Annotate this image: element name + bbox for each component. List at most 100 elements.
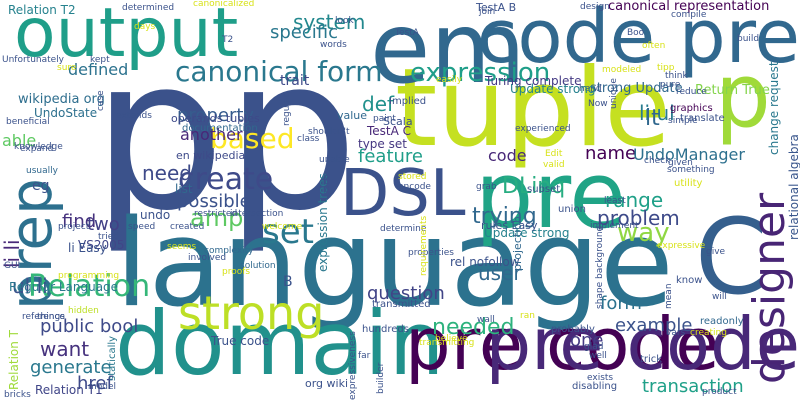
word: unique: [609, 78, 619, 109]
word: properties: [408, 248, 454, 258]
word: create: [178, 162, 274, 197]
word: output: [14, 0, 239, 73]
word: specific: [270, 22, 339, 43]
word: expressive: [657, 241, 706, 251]
word: property: [177, 105, 255, 126]
word: DLinq: [502, 174, 566, 199]
word: often: [642, 41, 666, 51]
word: speed: [128, 222, 156, 232]
word: transmitting: [419, 338, 475, 348]
word: created: [170, 222, 205, 232]
word: Turing complete: [485, 74, 582, 88]
word: wikipedia org: [18, 92, 105, 107]
word: modeled: [602, 65, 642, 75]
word: org wiki: [305, 377, 349, 390]
word: TestA: [395, 28, 419, 38]
word: Edit: [545, 149, 563, 159]
word: programming: [58, 271, 120, 281]
word: pre: [475, 142, 626, 249]
word: Scala: [383, 115, 413, 128]
word: em: [370, 0, 526, 106]
word: href: [77, 373, 113, 394]
word: mean: [664, 283, 674, 309]
word: wall: [477, 315, 495, 325]
word: easily: [436, 75, 463, 85]
word: strong: [178, 286, 325, 340]
word: far: [358, 351, 371, 361]
word: another: [180, 125, 243, 144]
word: Relation T: [7, 330, 21, 390]
word: generate: [30, 357, 112, 378]
word: domain: [115, 292, 445, 395]
word: hundreds: [362, 324, 409, 335]
word: reference: [22, 312, 65, 322]
word: will: [712, 292, 727, 302]
word: join: [479, 7, 496, 17]
word: reduce: [676, 87, 707, 97]
word: expression: [410, 58, 551, 88]
word: user: [478, 261, 522, 285]
word: expressiveness: [348, 331, 358, 400]
word: li Easy: [68, 241, 107, 255]
word: usually: [26, 166, 58, 176]
word: trait: [280, 73, 310, 89]
word: projection: [511, 216, 524, 271]
word: proofs: [222, 267, 251, 277]
word: type set: [358, 137, 407, 151]
word: strong Update: [590, 81, 683, 96]
word: encode: [398, 182, 431, 192]
word: canonical representation: [608, 0, 770, 14]
word: experienced: [515, 124, 571, 134]
word: probably: [551, 324, 595, 335]
word: rel nofollow: [450, 255, 520, 269]
word: way: [617, 218, 670, 248]
word: documentation: [182, 123, 258, 134]
word: one: [570, 330, 604, 351]
word: eg: [32, 178, 50, 194]
word: UndoManager: [633, 145, 745, 164]
word: pure: [660, 80, 681, 90]
word: Boo: [627, 28, 645, 38]
word: rules Easy: [481, 219, 538, 232]
word: range: [605, 188, 664, 212]
word: GUI: [4, 261, 21, 271]
word: pre code: [405, 302, 720, 386]
word: hand: [579, 84, 602, 94]
word: True code: [211, 334, 270, 348]
word: canonical form: [175, 55, 383, 88]
word: regular: [282, 93, 292, 126]
word: restricted: [194, 209, 238, 219]
word: system: [293, 10, 366, 34]
word: paint: [373, 114, 396, 124]
word: graphics: [670, 103, 713, 114]
word: p: [715, 44, 771, 147]
word: sure: [57, 63, 77, 73]
word: code: [488, 146, 527, 165]
word: TestA C: [367, 124, 412, 138]
word: name: [585, 143, 637, 164]
word: possible: [177, 191, 251, 212]
word: Now: [588, 99, 608, 109]
word: p: [225, 12, 359, 257]
word: build: [737, 34, 760, 44]
word: exists: [587, 373, 614, 383]
word: complexity: [204, 246, 254, 256]
word: T2: [222, 35, 234, 45]
word: intersection: [230, 209, 284, 219]
word: find: [62, 211, 97, 232]
word: transaction: [642, 376, 744, 397]
word: determine: [380, 224, 427, 234]
word: lt: [645, 106, 660, 131]
word: example: [615, 315, 693, 336]
word: something: [667, 165, 715, 175]
word: tipp: [657, 63, 675, 73]
word: project: [58, 222, 90, 232]
word: Return True: [695, 83, 770, 98]
word: look: [335, 16, 354, 26]
word: p: [92, 12, 226, 257]
word: UndoState: [34, 106, 98, 120]
word: able: [2, 131, 37, 150]
word: implement: [590, 221, 639, 231]
word: knowledge: [14, 142, 63, 152]
word: builder: [376, 362, 386, 394]
